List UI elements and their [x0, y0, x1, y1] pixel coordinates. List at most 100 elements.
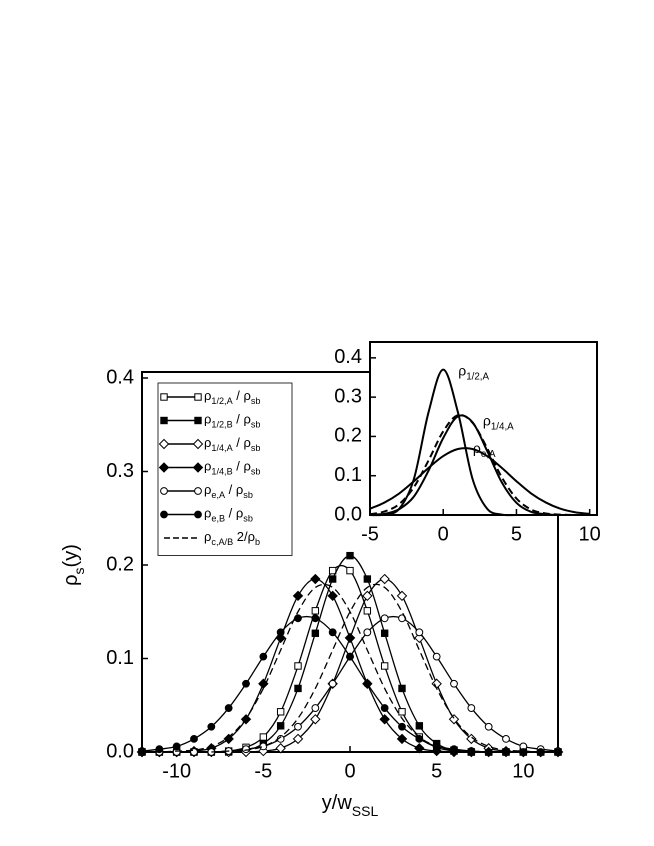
y-axis-label-part: (y) [60, 544, 82, 567]
marker [194, 510, 202, 519]
x-tick-label: 5 [511, 523, 522, 545]
marker [448, 714, 460, 725]
y-tick-label: 0.4 [106, 366, 134, 388]
marker [194, 487, 202, 495]
legend-label-part: / ρ [225, 506, 243, 521]
marker [484, 722, 493, 731]
legend-label-part: ρ [204, 412, 211, 427]
y-tick-label: 0.1 [106, 647, 134, 669]
marker [192, 462, 204, 473]
marker [276, 722, 285, 730]
marker [160, 393, 168, 401]
curve-label-part: ρ [473, 440, 481, 456]
legend-label: ρ1/4,B / ρsb [204, 459, 260, 477]
legend-label-part: / ρ [233, 435, 251, 450]
marker [311, 704, 320, 712]
legend-label-part: / ρ [233, 459, 251, 474]
marker [294, 722, 302, 731]
marker [396, 590, 408, 602]
marker [207, 722, 216, 731]
legend-box [157, 382, 293, 556]
marker [292, 590, 304, 602]
curve-label-part: 1/2,A [466, 372, 489, 383]
y-tick-label: 0.0 [334, 503, 362, 525]
legend-label-part: sb [251, 420, 261, 430]
marker [276, 628, 285, 637]
marker [328, 566, 337, 575]
legend-label-part: b [255, 537, 260, 547]
y-tick-label: 0.0 [106, 740, 134, 762]
x-tick-label: 10 [512, 760, 534, 782]
y-tick-label: 0.2 [106, 553, 134, 575]
marker [160, 510, 168, 519]
legend-label-part: 1/4,B [211, 467, 232, 477]
marker [158, 438, 170, 450]
marker [346, 566, 354, 575]
marker [194, 393, 202, 401]
legend-label-part: / ρ [233, 412, 251, 427]
y-tick-label: 0.3 [334, 385, 362, 407]
x-tick-label: 0 [438, 523, 449, 545]
legend-label: ρe,B / ρsb [204, 506, 253, 524]
marker [380, 629, 389, 637]
marker [398, 708, 406, 716]
y-tick-label: 0.2 [334, 425, 362, 447]
marker [398, 722, 406, 731]
legend-label-part: 1/2,B [211, 420, 232, 430]
marker [450, 745, 458, 754]
legend-label-part: / ρ [225, 482, 243, 497]
x-tick-label: 0 [344, 760, 355, 782]
legend-label-part: sb [251, 467, 261, 477]
marker [311, 607, 320, 615]
legend-label-part: sb [243, 514, 253, 524]
marker [275, 743, 286, 754]
marker [194, 416, 202, 425]
marker [276, 708, 285, 716]
marker [311, 614, 320, 623]
y-tick-label: 0.1 [334, 464, 362, 486]
marker [190, 748, 198, 756]
marker [450, 679, 458, 688]
legend-label: ρ1/2,A / ρsb [204, 388, 260, 406]
x-tick-label: -5 [361, 523, 379, 545]
legend-label-part: ρ [204, 506, 211, 521]
marker [363, 607, 372, 615]
marker [466, 733, 477, 745]
marker [414, 743, 425, 754]
marker [292, 733, 304, 745]
legend-label-part: sb [251, 443, 261, 453]
marker [224, 704, 233, 712]
marker [138, 747, 146, 755]
marker [192, 438, 204, 450]
marker [380, 614, 389, 623]
marker [259, 742, 268, 751]
y-tick-label: 0.3 [106, 460, 134, 482]
marker [328, 575, 337, 583]
marker [294, 684, 302, 693]
marker [344, 632, 356, 644]
legend-label-part: 2/ρ [233, 529, 255, 544]
marker [327, 590, 338, 602]
legend-label: ρ1/4,A / ρsb [204, 435, 260, 453]
marker [415, 722, 424, 730]
marker [379, 573, 390, 585]
marker [242, 679, 250, 688]
marker [502, 735, 510, 743]
marker [294, 614, 302, 623]
marker [160, 416, 168, 425]
x-tick-label: -10 [162, 760, 191, 782]
legend-label-part: ρ [204, 435, 211, 450]
series-line [369, 447, 590, 515]
marker [380, 704, 389, 712]
x-tick-label: 10 [579, 523, 601, 545]
y-tick-label: 0.4 [334, 346, 362, 368]
x-axis-label: y/wSSL [322, 792, 379, 818]
marker [158, 462, 170, 473]
x-axis-label-part: SSL [352, 803, 379, 819]
legend-label-part: ρ [204, 482, 211, 497]
y-axis-label-part: s [71, 567, 87, 574]
marker [398, 684, 406, 693]
marker [415, 735, 424, 743]
marker [346, 551, 354, 560]
curve-label-part: ρ [483, 412, 491, 428]
